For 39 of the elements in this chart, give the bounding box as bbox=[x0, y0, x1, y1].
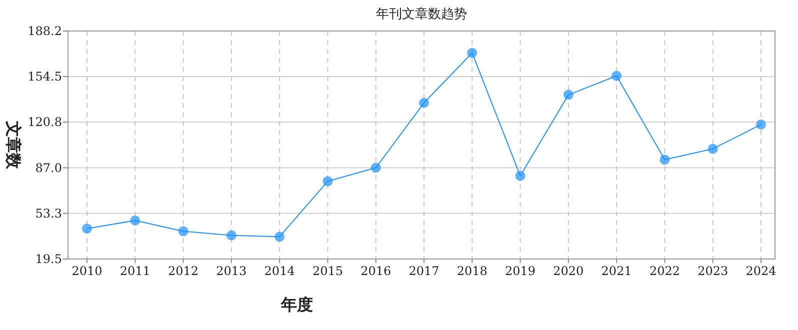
x-tick-label: 2019 bbox=[505, 264, 536, 278]
chart-title: 年刊文章数趋势 bbox=[376, 7, 467, 22]
x-axis-title: 年度 bbox=[280, 295, 313, 314]
x-tick-label: 2015 bbox=[312, 264, 343, 278]
x-tick-label: 2013 bbox=[216, 264, 247, 278]
point bbox=[419, 98, 429, 108]
point bbox=[515, 170, 526, 181]
y-axis-title: 文章数 bbox=[4, 120, 23, 170]
point bbox=[82, 224, 92, 234]
x-tick-label: 2021 bbox=[601, 264, 632, 278]
x-tick-label: 2024 bbox=[746, 264, 777, 278]
y-tick-label: 53.3 bbox=[35, 206, 62, 220]
x-tick-label: 2012 bbox=[168, 264, 199, 278]
point bbox=[322, 176, 333, 186]
point bbox=[178, 226, 188, 236]
x-tick-label: 2017 bbox=[408, 264, 440, 278]
x-tick-label: 2010 bbox=[72, 264, 102, 278]
y-tick-label: 154.5 bbox=[28, 70, 62, 84]
point bbox=[660, 154, 670, 165]
x-tick-label: 2014 bbox=[264, 264, 296, 278]
point bbox=[756, 120, 766, 130]
point bbox=[130, 215, 140, 226]
x-tick-label: 2018 bbox=[456, 264, 488, 278]
point bbox=[612, 70, 622, 81]
x-tick-label: 2016 bbox=[360, 264, 392, 278]
x-tick-label: 2020 bbox=[553, 264, 584, 278]
y-tick-label: 87.0 bbox=[35, 160, 62, 175]
point bbox=[563, 90, 574, 100]
point bbox=[708, 144, 718, 154]
y-tick-label: 188.2 bbox=[28, 24, 62, 38]
y-tick-label: 120.8 bbox=[28, 115, 62, 130]
x-tick-label: 2011 bbox=[120, 264, 150, 278]
y-tick-label: 19.5 bbox=[35, 252, 62, 266]
point bbox=[467, 48, 478, 58]
point bbox=[226, 230, 236, 240]
x-tick-label: 2022 bbox=[649, 264, 680, 278]
x-tick-label: 2023 bbox=[698, 264, 728, 278]
point bbox=[274, 232, 285, 242]
point bbox=[370, 162, 381, 173]
